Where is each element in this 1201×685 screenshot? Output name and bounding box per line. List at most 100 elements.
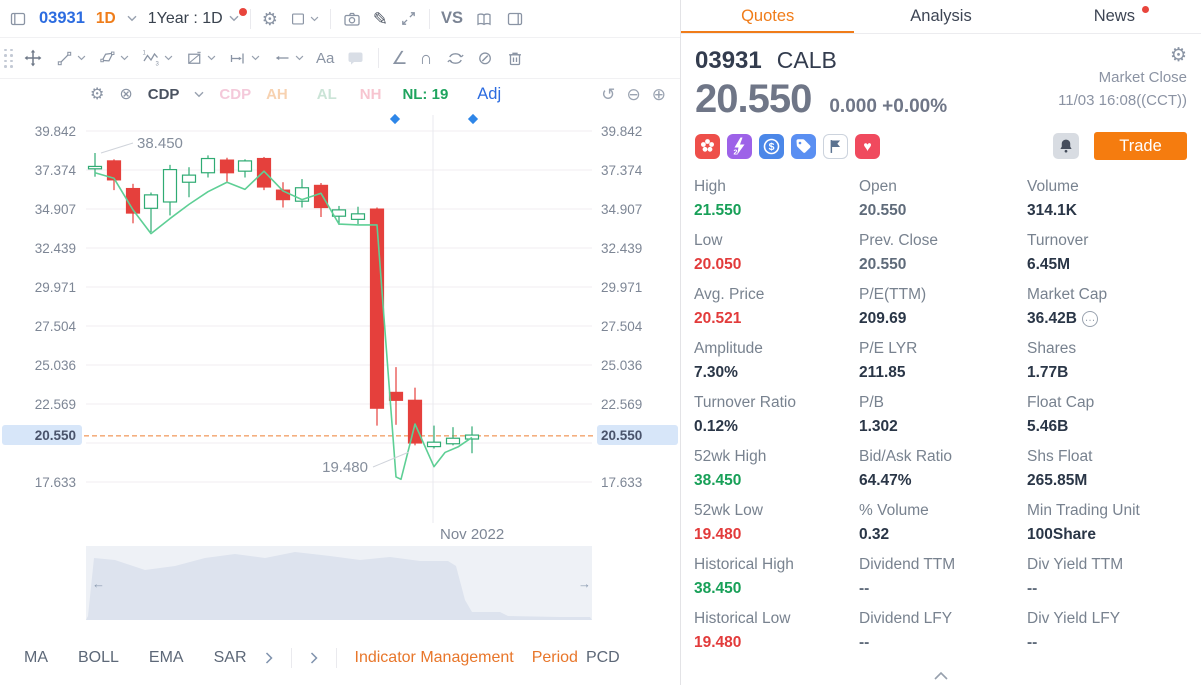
tab-analysis[interactable]: Analysis (910, 7, 972, 25)
report-flag-icon[interactable] (823, 133, 848, 159)
stat-min-trading-unit: Min Trading Unit 100Share (1027, 502, 1201, 556)
level2-lightning-icon[interactable]: 2 (727, 133, 752, 159)
zoom-out-icon[interactable]: ⊖ (626, 85, 641, 104)
stat-52wk-low: 52wk Low 19.480 (694, 502, 859, 556)
indicator-ema[interactable]: EMA (148, 648, 184, 666)
comment-bubble-icon[interactable] (346, 48, 366, 68)
indicator-boll[interactable]: BOLL (78, 648, 119, 666)
y-axis-label-right: 34.907 (601, 202, 642, 217)
quote-header: 03931 CALB ⚙ 20.550 0.000 +0.00% Market … (681, 34, 1201, 160)
chevron-down-icon (229, 8, 247, 22)
period-selector[interactable]: 1D (95, 9, 116, 27)
gann-box-tool[interactable] (185, 49, 216, 68)
adjust-mode-button[interactable]: Adj (477, 85, 502, 103)
fullscreen-expand-icon[interactable] (399, 9, 418, 28)
chart-settings-gear-icon[interactable]: ⚙ (261, 8, 278, 29)
indicator-close-icon[interactable]: ⊗ (119, 85, 133, 103)
quote-badges: 2 $ ♥ Trade (695, 132, 1187, 160)
stat-value: 314.1K (1027, 202, 1077, 219)
svg-text:1: 1 (143, 51, 147, 57)
measure-tool[interactable] (228, 48, 260, 68)
zoom-in-icon[interactable]: ⊕ (651, 85, 666, 104)
collapse-panel-chevron[interactable] (681, 671, 1201, 685)
symbol-code[interactable]: 03931 (39, 9, 85, 27)
expand-panel-chevron-icon[interactable] (310, 651, 318, 664)
replay-sync-icon[interactable] (445, 48, 466, 69)
favorite-heart-icon[interactable]: ♥ (855, 133, 880, 159)
quote-tabs: Quotes Analysis News (681, 0, 1201, 34)
toolbar-drag-handle-icon[interactable] (4, 48, 13, 68)
text-tool[interactable]: Aa (316, 49, 335, 67)
hk-market-flower-icon[interactable] (695, 133, 720, 159)
chart-style-selector[interactable] (289, 10, 319, 28)
indicator-quick-bar: MA BOLL EMA SAR Indicator Management Per… (0, 630, 680, 685)
indicator-name[interactable]: CDP (147, 86, 180, 103)
more-ellipsis-icon[interactable]: … (1081, 311, 1098, 327)
trendline-tool[interactable] (55, 49, 86, 68)
stat-p-e-ttm: P/E(TTM) 209.69 (859, 286, 1027, 340)
stat-turnover-ratio: Turnover Ratio 0.12% (694, 394, 859, 448)
screenshot-camera-icon[interactable] (342, 9, 362, 29)
shape-tool[interactable] (98, 49, 129, 68)
stat-market-cap: Market Cap 36.42B… (1027, 286, 1201, 340)
move-cursor-icon[interactable] (23, 48, 43, 68)
stat-label: Shares (1027, 340, 1077, 357)
stat-label: Open (859, 178, 897, 195)
period-value[interactable]: PCD (585, 648, 620, 666)
navigator-scroll-left-icon: ← (92, 576, 105, 591)
indicator-sar[interactable]: SAR (213, 648, 247, 666)
candlestick-chart[interactable]: ← → 38.450 19.480 39.842 39.842 37.374 37.374 34… (0, 110, 680, 630)
angle-tool-icon[interactable]: ∠ (391, 48, 408, 68)
quote-settings-gear-icon[interactable]: ⚙ (1169, 45, 1187, 66)
stat-label: High (694, 178, 726, 195)
magnet-tool-icon[interactable]: ∩ (419, 48, 433, 68)
dollar-finance-icon[interactable]: $ (759, 133, 784, 159)
stat-p-b: P/B 1.302 (859, 394, 1027, 448)
stat-label: Shs Float (1027, 448, 1093, 465)
alert-bell-icon[interactable] (1053, 133, 1079, 159)
tab-quotes[interactable]: Quotes (681, 0, 854, 33)
svg-text:$: $ (769, 141, 775, 153)
compare-vs-button[interactable]: VS (440, 9, 463, 27)
stat-value: 0.32 (859, 526, 890, 543)
stat-label: % Volume (859, 502, 929, 519)
tag-label-icon[interactable] (791, 133, 816, 159)
stats-grid: High 21.550 Open 20.550 Volume 314.1K Low 20.05… (681, 160, 1201, 664)
arrow-tool[interactable] (272, 48, 304, 68)
y-axis-label-left: 32.439 (35, 241, 76, 256)
indicator-management-button[interactable]: Indicator Management (354, 648, 514, 666)
chart-toolbar: 03931 1D 1Year : 1D ⚙ ✎ (0, 0, 680, 38)
stat-avg-price: Avg. Price 20.521 (694, 286, 859, 340)
stat-value: 211.85 (859, 364, 906, 381)
stat-p-e-lyr: P/E LYR 211.85 (859, 340, 1027, 394)
candles (87, 152, 480, 454)
stat-label: Dividend LFY (859, 610, 953, 627)
chevron-down-icon[interactable] (194, 91, 204, 98)
indicator-settings-gear-icon[interactable]: ⚙ (90, 85, 105, 103)
stat-value: 209.69 (859, 310, 907, 327)
trash-icon[interactable] (505, 48, 525, 68)
range-selector[interactable]: 1Year : 1D (148, 8, 247, 28)
stat-value: 19.480 (694, 526, 742, 543)
watchlist-panel-icon[interactable] (8, 9, 28, 29)
hide-drawings-icon[interactable]: ⊘ (477, 48, 493, 68)
notification-dot (238, 8, 247, 16)
stat-label: P/E(TTM) (859, 286, 927, 303)
tab-news[interactable]: News (1028, 0, 1201, 33)
more-indicators-chevron-icon[interactable] (265, 651, 273, 664)
stat-value: 38.450 (694, 580, 742, 597)
period-label[interactable]: Period (531, 648, 578, 666)
book-notes-icon[interactable] (474, 9, 494, 29)
divider (329, 8, 331, 29)
stat-value: 265.85M (1027, 472, 1088, 489)
stat-label: P/B (859, 394, 884, 411)
chevron-down-icon[interactable] (127, 15, 137, 22)
trade-button[interactable]: Trade (1094, 132, 1187, 160)
right-panel-toggle-icon[interactable] (505, 9, 525, 29)
indicator-ma[interactable]: MA (24, 648, 48, 666)
news-notification-dot (1141, 6, 1149, 13)
undo-icon[interactable]: ↺ (601, 85, 616, 104)
stat-label: Min Trading Unit (1027, 502, 1140, 519)
pencil-draw-icon[interactable]: ✎ (372, 8, 388, 29)
